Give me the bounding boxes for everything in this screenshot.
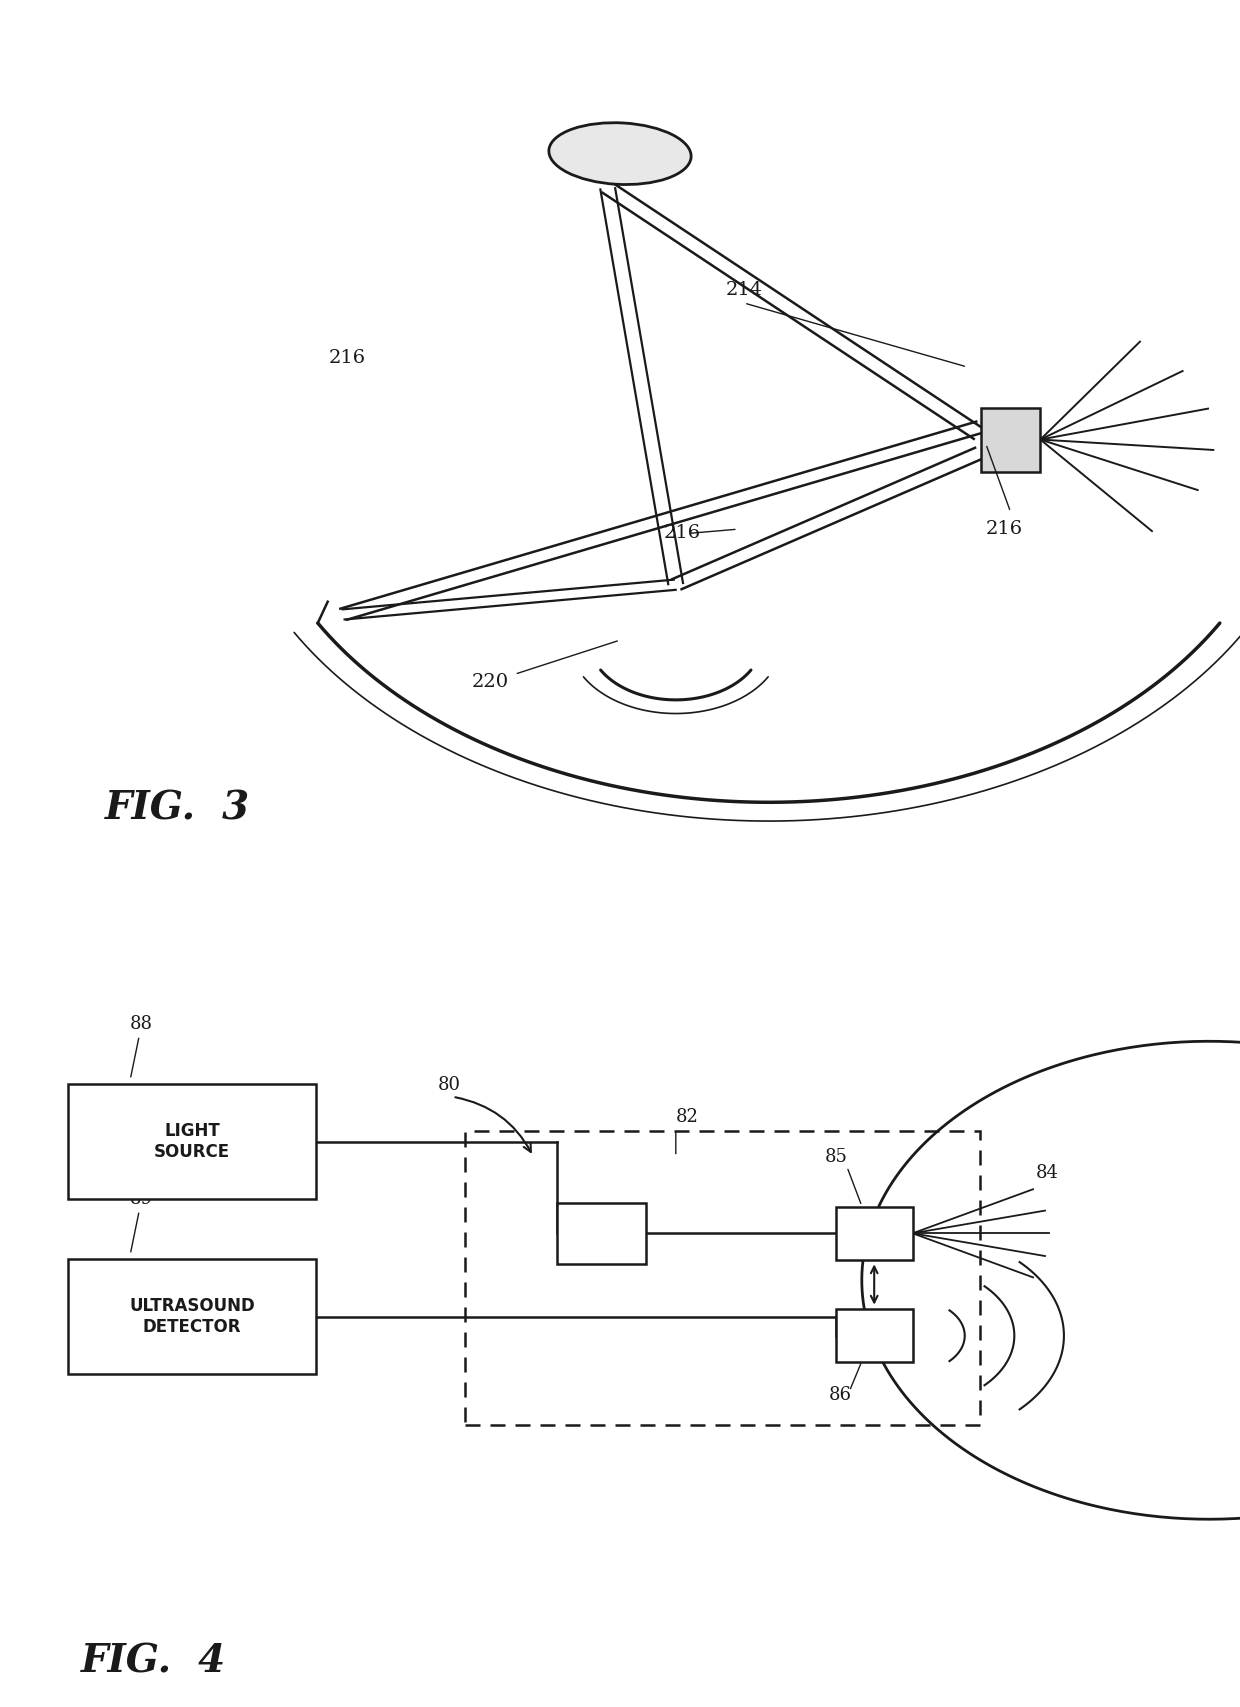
- Bar: [68, 1260, 316, 1374]
- Ellipse shape: [549, 123, 691, 184]
- Text: 216: 216: [986, 519, 1023, 538]
- Text: 216: 216: [329, 348, 366, 367]
- Text: 89: 89: [130, 1190, 154, 1251]
- Text: ULTRASOUND
DETECTOR: ULTRASOUND DETECTOR: [129, 1297, 255, 1337]
- Text: 82: 82: [676, 1108, 698, 1127]
- Bar: [557, 1202, 646, 1263]
- Text: 80: 80: [438, 1075, 461, 1094]
- Bar: [981, 408, 1040, 471]
- Text: 220: 220: [471, 673, 508, 691]
- Text: 85: 85: [825, 1149, 847, 1166]
- Bar: [836, 1309, 913, 1362]
- Text: 84: 84: [1035, 1164, 1058, 1181]
- Text: FIG.  4: FIG. 4: [81, 1642, 226, 1681]
- Text: 214: 214: [725, 280, 763, 299]
- Text: FIG.  3: FIG. 3: [105, 789, 250, 828]
- Text: 216: 216: [663, 524, 701, 543]
- Text: 86: 86: [828, 1386, 852, 1403]
- Bar: [836, 1207, 913, 1260]
- Bar: [465, 1130, 980, 1425]
- Bar: [68, 1084, 316, 1198]
- Text: 88: 88: [130, 1014, 154, 1077]
- Text: LIGHT
SOURCE: LIGHT SOURCE: [154, 1121, 231, 1161]
